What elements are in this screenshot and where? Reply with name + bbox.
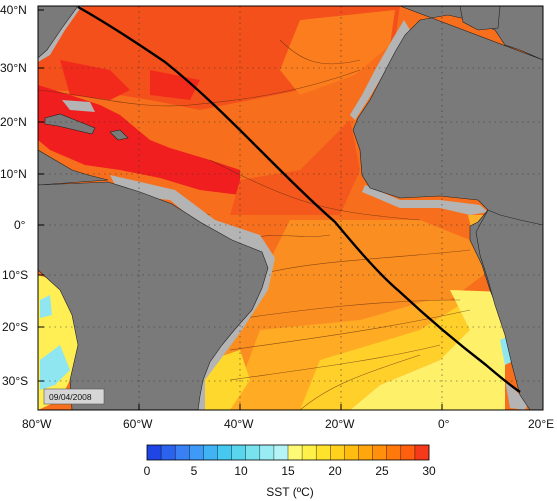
colorbar-swatch <box>344 445 359 460</box>
lat-label: 10°N <box>0 167 27 181</box>
colorbar-tick-label: 25 <box>375 464 389 478</box>
lon-label: 60°W <box>123 417 153 431</box>
colorbar-swatch <box>161 445 176 460</box>
continental-shelf <box>38 6 530 410</box>
colorbar-swatch <box>189 445 204 460</box>
colorbar-swatch <box>288 445 303 460</box>
sst-caribbean-hot <box>38 85 240 195</box>
colorbar-swatch <box>245 445 261 460</box>
shelf-bahamas <box>62 100 95 112</box>
colorbar-tick-label: 15 <box>281 464 295 478</box>
colorbar-swatch <box>217 445 232 460</box>
colorbar-swatch <box>273 445 289 460</box>
graticule <box>38 6 543 410</box>
land-africa-south <box>475 209 543 410</box>
lon-label: 40°W <box>224 417 254 431</box>
colorbar-swatch <box>203 445 218 460</box>
colorbar-ticks: 0 5 10 15 20 25 30 <box>144 464 436 478</box>
date-label-box <box>43 388 105 405</box>
lat-label: 40°N <box>0 3 27 17</box>
colorbar-swatch <box>231 445 246 460</box>
shelf-gulf-guinea <box>362 185 488 215</box>
colorbar-swatch <box>358 445 373 460</box>
cruise-track-line <box>77 6 521 393</box>
contour-line <box>229 344 441 381</box>
colorbar-tick-label: 5 <box>191 464 198 478</box>
land-central-america <box>38 149 109 186</box>
land-caribbean-islands <box>109 129 129 141</box>
sst-south-pale-yellow <box>350 290 505 410</box>
lat-label: 30°N <box>0 61 27 75</box>
sst-cold-cyan-patch-3 <box>40 295 52 318</box>
sst-mid-north <box>280 10 395 95</box>
shelf-africa <box>350 20 410 120</box>
shelf-south-africa <box>505 380 530 410</box>
sst-eq-band <box>230 120 360 215</box>
longitude-labels: 80°W 60°W 40°W 20°W 0° 20°E <box>22 417 554 431</box>
colorbar-tick-label: 20 <box>328 464 342 478</box>
lat-label: 10°S <box>2 268 28 282</box>
date-label: 09/04/2008 <box>49 392 92 402</box>
sst-contours <box>38 39 471 410</box>
sst-hot-patches-north <box>60 60 200 100</box>
colorbar-title: SST (ºC) <box>266 485 314 499</box>
contour-line <box>209 159 421 221</box>
map-panel <box>38 6 543 410</box>
axis-ticks <box>38 9 443 410</box>
colorbar-swatch <box>316 445 331 460</box>
land-south-america <box>38 181 269 410</box>
lat-label: 20°S <box>2 320 28 334</box>
lon-label: 20°E <box>528 417 554 431</box>
colorbar-tick-label: 10 <box>234 464 248 478</box>
contour-line <box>279 39 361 65</box>
latitude-labels: 40°N 30°N 20°N 10°N 0° 10°S 20°S 30°S <box>0 3 28 388</box>
contour-line <box>38 69 361 107</box>
colorbar-swatch <box>414 445 430 460</box>
colorbar-swatch <box>259 445 275 460</box>
colorbar-swatch <box>147 445 162 460</box>
colorbar-swatch <box>330 445 345 460</box>
colorbar <box>146 444 430 461</box>
shelf-south-america <box>110 175 275 410</box>
colorbar-tick-label: 30 <box>422 464 436 478</box>
colorbar-swatch <box>302 445 317 460</box>
colorbar-swatch <box>400 445 416 460</box>
contour-line <box>229 309 471 351</box>
colorbar-swatch <box>386 445 402 460</box>
lon-label: 20°W <box>325 417 355 431</box>
lat-label: 0° <box>14 218 26 232</box>
colorbar-tick-label: 0 <box>144 464 151 478</box>
land-iberia <box>459 6 501 31</box>
land-caribbean-islands <box>44 113 96 135</box>
sst-south-yellow <box>300 300 500 410</box>
lon-label: 80°W <box>22 417 52 431</box>
lat-label: 30°S <box>2 374 28 388</box>
map-frame <box>37 5 544 411</box>
contour-line <box>299 354 421 410</box>
landmasses <box>38 6 543 410</box>
contour-line <box>229 299 461 321</box>
lat-label: 20°N <box>0 115 27 129</box>
colorbar-swatch <box>175 445 190 460</box>
land-north-america <box>38 6 79 59</box>
colorbar-swatch <box>372 445 387 460</box>
sst-cold-cyan-patch-1 <box>40 345 70 390</box>
lon-label: 0° <box>438 417 450 431</box>
